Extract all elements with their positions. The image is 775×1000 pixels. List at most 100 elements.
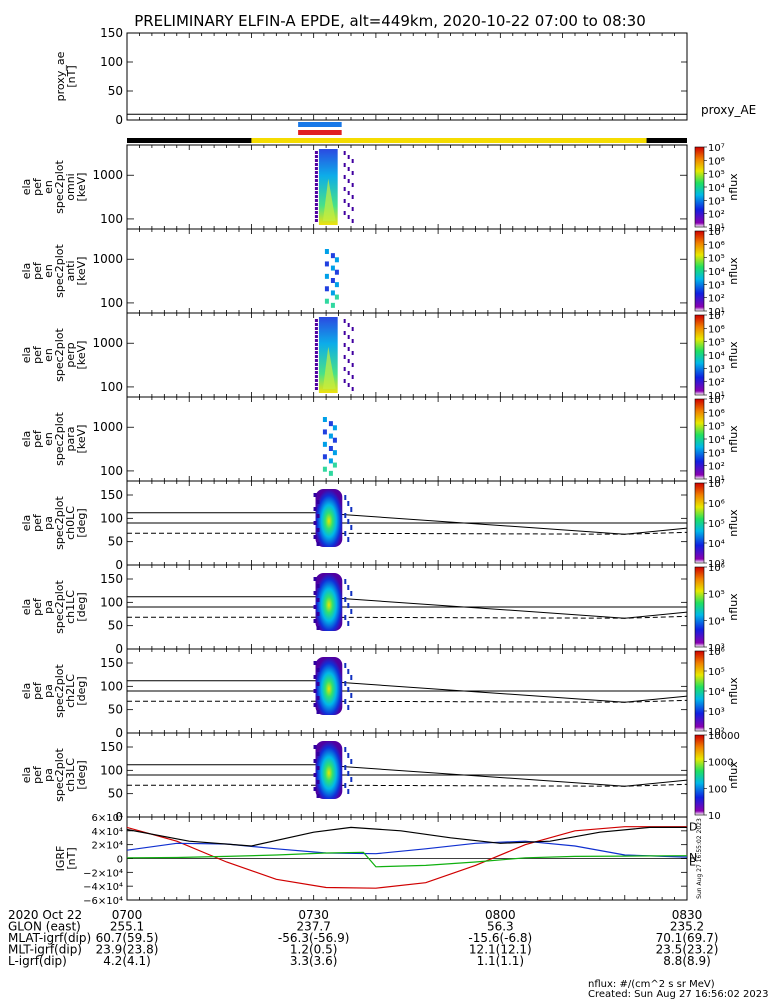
panel-frame: [126, 144, 688, 230]
ytick-label: 50: [108, 619, 123, 633]
colorbar-tick-label: 1000: [708, 758, 733, 769]
pa-speck: [316, 794, 320, 798]
ytick-label: 100: [100, 511, 123, 525]
colorbar-label: nflux: [727, 677, 740, 705]
pa-speck: [344, 615, 347, 620]
ylabel-line: spec2plot: [53, 664, 66, 718]
spectrogram-speck: [328, 446, 333, 451]
ylabel-line: pef: [31, 681, 44, 700]
ylabel-line: spec2plot: [53, 412, 66, 466]
ylabel-line: [deg]: [75, 508, 88, 537]
colorbar-tick-label: 10⁴: [708, 539, 725, 550]
ylabel-line: [keV]: [75, 173, 88, 202]
pa-speck: [313, 773, 317, 777]
ylabel-line: [deg]: [75, 760, 88, 789]
pa-speck: [344, 765, 347, 770]
ylabel-line: en: [42, 348, 55, 362]
ephemeris-value: 70.1(69.7): [656, 931, 719, 945]
ytick-label: 150: [100, 26, 123, 40]
pa-speck: [344, 663, 347, 668]
pa-speck: [347, 687, 350, 692]
spectrogram-speck: [314, 215, 318, 218]
colorbar: [694, 314, 705, 396]
spectrogram-speck: [343, 163, 346, 167]
pa-speck: [347, 771, 350, 776]
pa-speck: [347, 621, 350, 626]
colorbar-tick-label: 10⁴: [708, 267, 725, 278]
spectrogram-speck: [343, 175, 346, 179]
ephemeris-value: 4.2(4.1): [103, 954, 151, 968]
pa-speck: [350, 525, 353, 530]
panel-pa_ch1: elapefpaspec2plotch1LC[deg]05010015010⁶1…: [20, 563, 740, 656]
spectrogram-speck: [351, 183, 354, 187]
ytick-label: 150: [100, 572, 123, 586]
ephemeris-value: 0800: [485, 908, 516, 922]
ylabel-line: [keV]: [75, 257, 88, 286]
spectrogram-speck: [332, 425, 337, 431]
colorbar-tick-label: 10³: [708, 280, 725, 291]
spectrogram-speck: [347, 359, 350, 363]
spectrogram-speck: [314, 207, 318, 210]
spectrogram-speck: [343, 199, 346, 203]
pa-speck: [316, 696, 320, 700]
pa-speck: [316, 598, 320, 602]
ytick-label: 0: [115, 113, 123, 127]
pa-speck: [316, 612, 320, 616]
spectrogram-speck: [343, 211, 346, 215]
spectrogram-speck: [314, 347, 318, 350]
spectrogram-speck: [347, 155, 350, 159]
spectrogram-speck: [314, 187, 318, 190]
pitch-angle-distribution: [315, 657, 343, 715]
timestamp-stamp: Sun Aug 27 16:55:02 2023: [696, 818, 703, 899]
orbit-state-bar-black-end: [646, 138, 687, 143]
pa-speck: [350, 591, 353, 596]
colorbar-tick-label: 10⁴: [708, 183, 725, 194]
spectrogram-speck: [347, 179, 350, 183]
ytick-label: 6×10⁴: [92, 813, 123, 824]
ytick-label: 1000: [92, 252, 123, 266]
colorbar: [694, 398, 705, 480]
ylabel-line: IGRF: [54, 846, 67, 872]
spectrogram-speck: [332, 450, 337, 456]
science-zone-marker-blue: [298, 122, 342, 127]
pa-speck: [344, 783, 347, 788]
spectrogram-speck: [324, 286, 329, 292]
pa-speck: [313, 759, 317, 763]
spectrogram-speck: [322, 429, 327, 435]
ytick-label: −4×10⁴: [83, 882, 123, 893]
ylabel-line: [deg]: [75, 592, 88, 621]
ylabel-line: spec2plot: [53, 244, 66, 298]
pa-speck: [347, 603, 350, 608]
spectrogram-speck: [334, 294, 339, 300]
spectrogram-speck: [328, 458, 333, 464]
pa-speck: [316, 584, 320, 588]
ephemeris-value: 235.2: [670, 920, 704, 934]
spectrogram-speck: [351, 159, 354, 163]
colorbar-tick-label: 10²: [708, 462, 725, 473]
ylabel-line: [keV]: [75, 341, 88, 370]
pa-speck: [316, 752, 320, 756]
spectrogram-speck: [330, 265, 335, 271]
pa-speck: [316, 682, 320, 686]
pa-speck: [313, 675, 317, 679]
spectrogram-speck: [314, 339, 318, 342]
ylabel-line: pa: [42, 768, 55, 782]
ylabel-line: pef: [31, 177, 44, 196]
ytick-label: 100: [100, 464, 123, 478]
ephemeris-value: 56.3: [487, 920, 514, 934]
colorbar-label: nflux: [727, 257, 740, 285]
ephemeris-label: 2020 Oct 22: [8, 908, 82, 922]
pa-speck: [313, 787, 317, 791]
ephemeris-value: 0700: [112, 908, 143, 922]
colorbar-tick-label: 10³: [708, 643, 725, 654]
spectrogram-speck: [347, 383, 350, 387]
colorbar-tick-label: 10⁵: [708, 667, 725, 678]
spectrogram-speck: [324, 273, 329, 279]
pa-speck: [316, 528, 320, 532]
ylabel-line: anti: [64, 260, 77, 281]
ephemeris-label: MLAT-igrf(dip): [8, 931, 91, 945]
colorbar-tick-label: 10⁷: [708, 395, 725, 406]
pa-speck: [344, 513, 347, 518]
